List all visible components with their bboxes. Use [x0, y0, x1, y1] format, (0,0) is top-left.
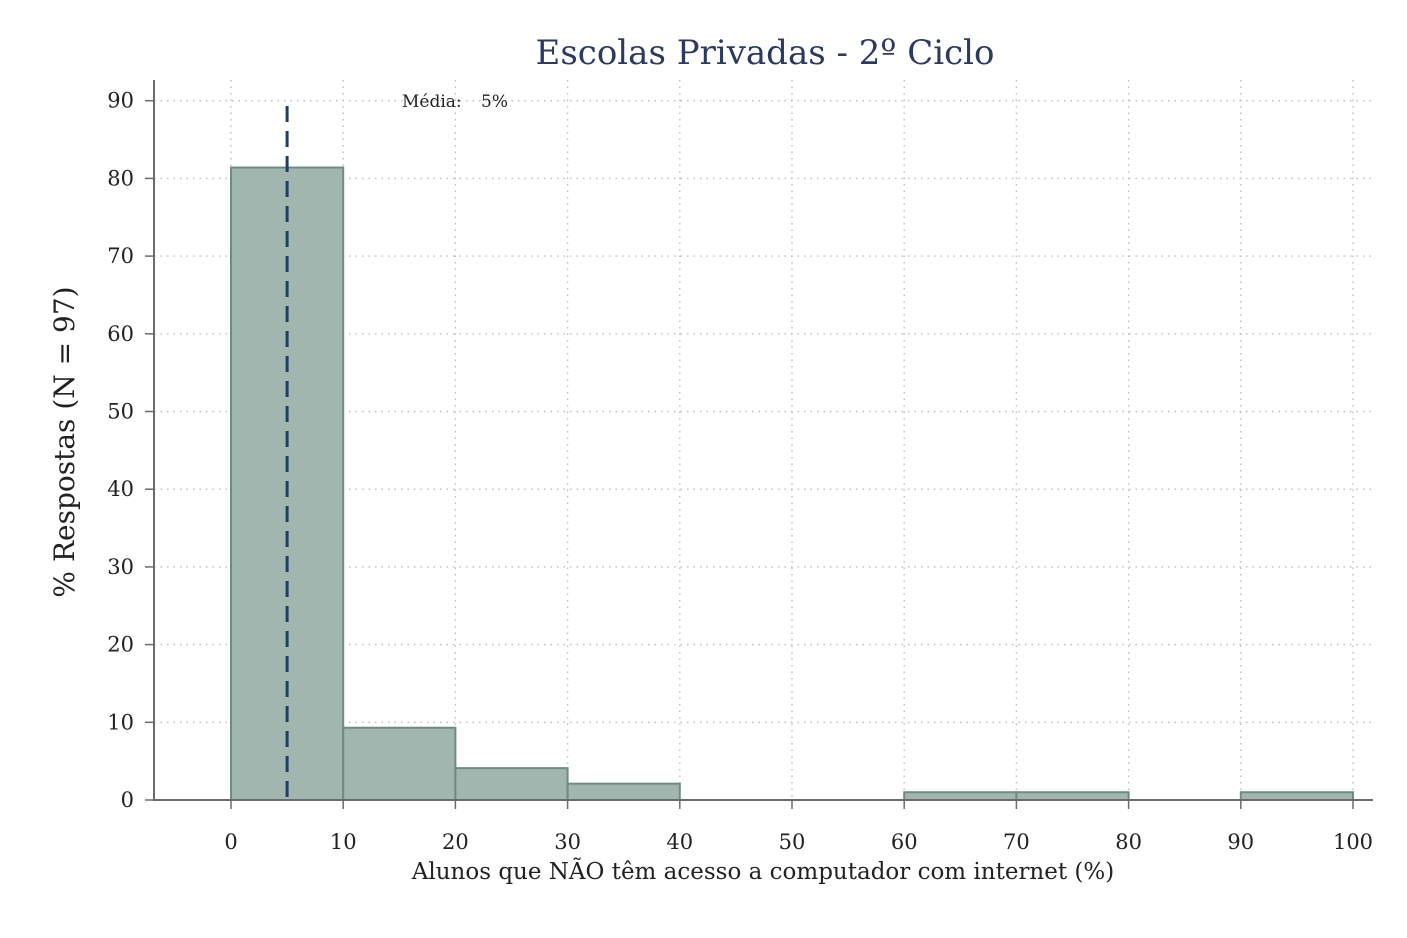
x-tick-label: 20 — [442, 830, 469, 854]
chart-title: Escolas Privadas - 2º Ciclo — [536, 33, 995, 73]
y-tick-label: 30 — [107, 555, 134, 579]
y-tick-label: 60 — [107, 322, 134, 346]
y-tick-label: 50 — [107, 400, 134, 424]
y-tick-label: 80 — [107, 166, 134, 190]
x-tick-label: 100 — [1333, 830, 1373, 854]
y-axis-label: % Respostas (N = 97) — [48, 286, 81, 597]
y-tick-label: 70 — [107, 244, 134, 268]
histogram-bar — [454, 767, 569, 802]
histogram-bar — [1015, 791, 1130, 801]
axes — [153, 80, 1373, 801]
y-tick-label: 90 — [107, 89, 134, 113]
y-ticks: 0 10 20 30 40 50 60 70 80 90 — [107, 89, 154, 812]
mean-label: Média: — [402, 92, 462, 112]
x-tick-label: 50 — [779, 830, 806, 854]
x-tick-label: 90 — [1227, 830, 1254, 854]
x-tick-label: 80 — [1115, 830, 1142, 854]
histogram-bar — [342, 726, 457, 802]
x-tick-label: 30 — [554, 830, 581, 854]
x-tick-label: 40 — [666, 830, 693, 854]
bars — [230, 166, 1355, 802]
histogram-bar — [903, 791, 1018, 801]
x-ticks: 0 10 20 30 40 50 60 70 80 90 100 — [224, 800, 1373, 854]
y-tick-label: 20 — [107, 633, 134, 657]
x-tick-label: 0 — [224, 830, 237, 854]
x-tick-label: 10 — [330, 830, 357, 854]
y-tick-label: 10 — [107, 710, 134, 734]
x-axis-label: Alunos que NÃO têm acesso a computador c… — [411, 857, 1114, 885]
histogram-bar — [566, 782, 681, 801]
x-tick-label: 60 — [891, 830, 918, 854]
mean-value: 5% — [481, 92, 508, 112]
y-tick-label: 0 — [121, 788, 134, 812]
x-tick-label: 70 — [1003, 830, 1030, 854]
y-tick-label: 40 — [107, 477, 134, 501]
histogram-bar — [1239, 791, 1355, 801]
